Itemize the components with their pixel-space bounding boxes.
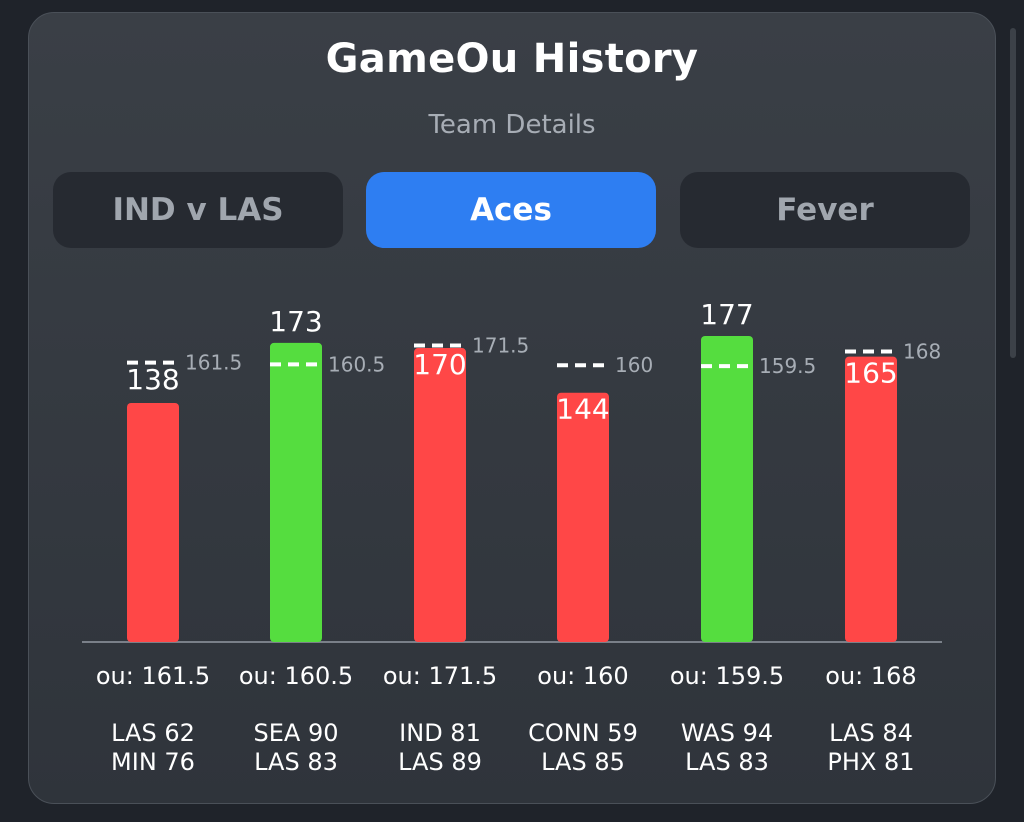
- history-card: [28, 12, 996, 804]
- bar-2: [414, 348, 466, 642]
- bar-value-label-3: 144: [556, 393, 609, 426]
- bar-3: [557, 392, 609, 642]
- bar-value-label-0: 138: [126, 363, 179, 396]
- bar-1: [270, 342, 322, 642]
- team2-score-1: LAS 83: [254, 748, 338, 776]
- ou-tick-label-0: ou: 161.5: [96, 662, 210, 690]
- ou-line-label-2: 171.5: [472, 333, 529, 357]
- tab-matchup[interactable]: IND v LAS: [53, 172, 343, 248]
- bar-value-label-5: 165: [844, 357, 897, 390]
- tab-fever[interactable]: Fever: [680, 172, 970, 248]
- ou-line-label-4: 159.5: [759, 354, 816, 378]
- ou-tick-label-5: ou: 168: [825, 662, 916, 690]
- tab-aces[interactable]: Aces: [366, 172, 656, 248]
- page-subtitle: Team Details: [428, 110, 596, 140]
- team2-score-3: LAS 85: [541, 748, 625, 776]
- bar-value-label-1: 173: [269, 305, 322, 338]
- ou-tick-label-1: ou: 160.5: [239, 662, 353, 690]
- bar-value-label-4: 177: [700, 298, 753, 331]
- team2-score-2: LAS 89: [398, 748, 482, 776]
- team2-score-5: PHX 81: [827, 748, 914, 776]
- scrollbar[interactable]: [1010, 28, 1016, 358]
- team1-score-0: LAS 62: [111, 719, 195, 747]
- bar-4: [701, 336, 753, 642]
- team1-score-2: IND 81: [399, 719, 481, 747]
- team1-score-3: CONN 59: [528, 719, 638, 747]
- bar-value-label-2: 170: [413, 348, 466, 381]
- team1-score-5: LAS 84: [829, 719, 913, 747]
- ou-line-label-5: 168: [903, 339, 941, 363]
- ou-tick-label-4: ou: 159.5: [670, 662, 784, 690]
- team1-score-4: WAS 94: [681, 719, 773, 747]
- page-title: GameOu History: [325, 36, 699, 82]
- team2-score-4: LAS 83: [685, 748, 769, 776]
- ou-line-label-0: 161.5: [185, 351, 242, 375]
- bar-5: [845, 356, 897, 642]
- team1-score-1: SEA 90: [254, 719, 339, 747]
- bar-0: [127, 403, 179, 642]
- ou-line-label-3: 160: [615, 353, 653, 377]
- ou-line-label-1: 160.5: [328, 352, 385, 376]
- ou-tick-label-2: ou: 171.5: [383, 662, 497, 690]
- ou-tick-label-3: ou: 160: [537, 662, 628, 690]
- team2-score-0: MIN 76: [111, 748, 195, 776]
